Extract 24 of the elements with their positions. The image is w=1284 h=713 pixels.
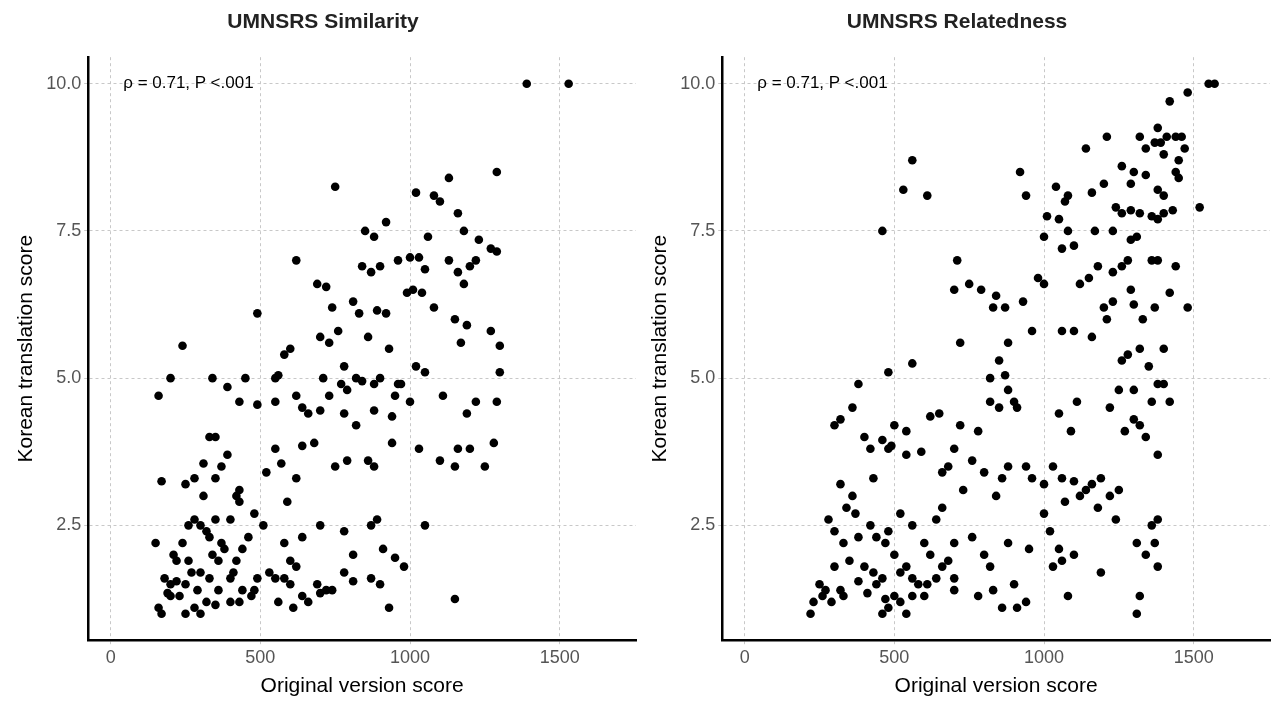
x-tick-label: 500: [879, 646, 910, 667]
chart-title: UMNSRS Relatedness: [846, 9, 1068, 33]
x-tick-label: 1000: [1023, 646, 1065, 667]
y-tick-label: 5.0: [690, 367, 716, 388]
y-tick-label: 2.5: [690, 514, 716, 535]
y-axis-title: Korean translation score: [13, 234, 37, 463]
y-tick-label: 7.5: [56, 219, 82, 240]
y-tick-label: 5.0: [56, 367, 82, 388]
x-axis-title: Original version score: [260, 673, 464, 697]
y-tick-label: 10.0: [680, 72, 716, 93]
x-tick-label: 1000: [389, 646, 431, 667]
y-axis-title: Korean translation score: [647, 234, 671, 463]
chart-title: UMNSRS Similarity: [227, 9, 419, 33]
x-tick-label: 1500: [1173, 646, 1214, 667]
y-tick-label: 10.0: [46, 72, 82, 93]
annotation: ρ = 0.71, P <.001: [757, 72, 888, 92]
x-tick-label: 1500: [539, 646, 580, 667]
y-tick-label: 7.5: [690, 219, 716, 240]
annotation: ρ = 0.71, P <.001: [123, 72, 254, 92]
x-tick-label: 500: [245, 646, 276, 667]
y-tick-label: 2.5: [56, 514, 82, 535]
x-axis-title: Original version score: [894, 673, 1098, 697]
x-tick-label: 0: [105, 646, 116, 667]
x-tick-label: 0: [739, 646, 750, 667]
